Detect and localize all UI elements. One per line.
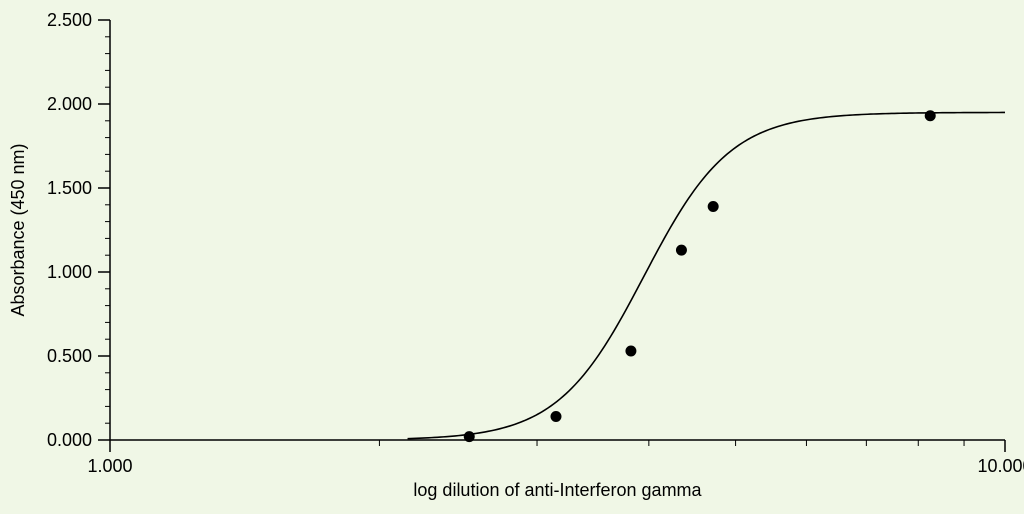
chart-container: 0.000 0.500 1.000 1.500 2.000 2.500 1.000 10.00…: [0, 0, 1024, 514]
y-tick-label: 2.000: [47, 94, 92, 114]
y-tick-label: 0.500: [47, 346, 92, 366]
data-point: [626, 346, 636, 356]
data-point: [551, 411, 561, 421]
data-point: [464, 432, 474, 442]
y-axis-label: Absorbance (450 nm): [8, 143, 28, 316]
data-point: [676, 245, 686, 255]
x-axis-label: log dilution of anti-Interferon gamma: [413, 480, 702, 500]
y-tick-label: 2.500: [47, 10, 92, 30]
x-tick-label: 1.000: [87, 456, 132, 476]
data-point: [708, 201, 718, 211]
data-point: [925, 111, 935, 121]
y-tick-label: 0.000: [47, 430, 92, 450]
chart-svg: 0.000 0.500 1.000 1.500 2.000 2.500 1.000 10.00…: [0, 0, 1024, 514]
y-tick-label: 1.000: [47, 262, 92, 282]
chart-background: [0, 0, 1024, 514]
x-tick-label: 10.000: [977, 456, 1024, 476]
y-tick-label: 1.500: [47, 178, 92, 198]
